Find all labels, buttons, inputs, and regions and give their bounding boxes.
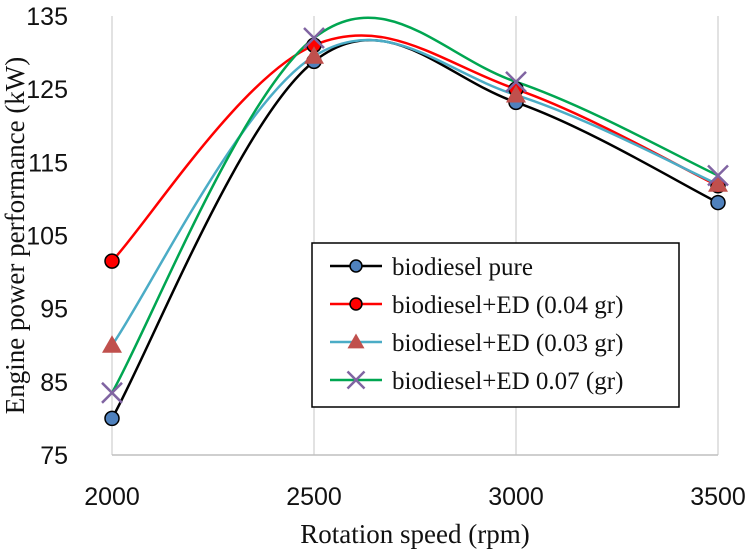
data-point-s3-2500 (303, 27, 325, 49)
x-tick-label: 2500 (286, 483, 342, 511)
data-point-s2-3500 (708, 174, 728, 192)
y-tick-label: 75 (40, 442, 68, 470)
data-point-s3-3000 (505, 70, 527, 93)
data-point-s2-2500 (304, 46, 324, 64)
legend-label-0: biodiesel pure (392, 254, 533, 281)
y-tick-label: 105 (26, 223, 68, 251)
legend-marker-0 (349, 259, 363, 273)
legend-marker-3 (346, 370, 366, 390)
data-point-s3-3500 (707, 164, 729, 187)
legend-label-3: biodiesel+ED 0.07 (gr) (392, 368, 623, 395)
y-tick-label: 135 (26, 3, 68, 31)
y-tick-label: 115 (28, 149, 68, 177)
x-tick-label: 2000 (84, 483, 140, 511)
x-tick-label: 3500 (690, 483, 746, 511)
x-tick-label: 3000 (488, 483, 544, 511)
legend-label-1: biodiesel+ED (0.04 gr) (392, 292, 623, 319)
series-group (101, 16, 729, 427)
y-axis-label: Engine power performance (kW) (0, 57, 30, 415)
series-line-1 (111, 34, 719, 262)
data-point-s2-2000 (102, 335, 122, 353)
y-tick-label: 95 (40, 296, 68, 324)
series-line-2 (110, 38, 719, 346)
tick-labels: 2000 2500 3000 3500 75 85 95 105 115 125 135 (26, 3, 746, 511)
legend-label-2: biodiesel+ED (0.03 gr) (392, 330, 623, 357)
legend-marker-1 (349, 297, 363, 311)
series-line-3 (110, 16, 719, 394)
data-point-s0-2000 (104, 410, 120, 427)
x-axis-label: Rotation speed (rpm) (300, 519, 529, 549)
data-point-s1-2000 (104, 253, 120, 269)
y-tick-label: 85 (40, 369, 68, 397)
data-point-s2-3000 (506, 85, 526, 103)
data-point-s3-2000 (101, 381, 123, 404)
y-tick-label: 125 (26, 76, 68, 104)
legend-marker-2 (347, 333, 365, 349)
legend: biodiesel pure biodiesel+ED (0.04 gr) biod… (311, 242, 680, 408)
data-point-s0-3500 (710, 194, 726, 211)
